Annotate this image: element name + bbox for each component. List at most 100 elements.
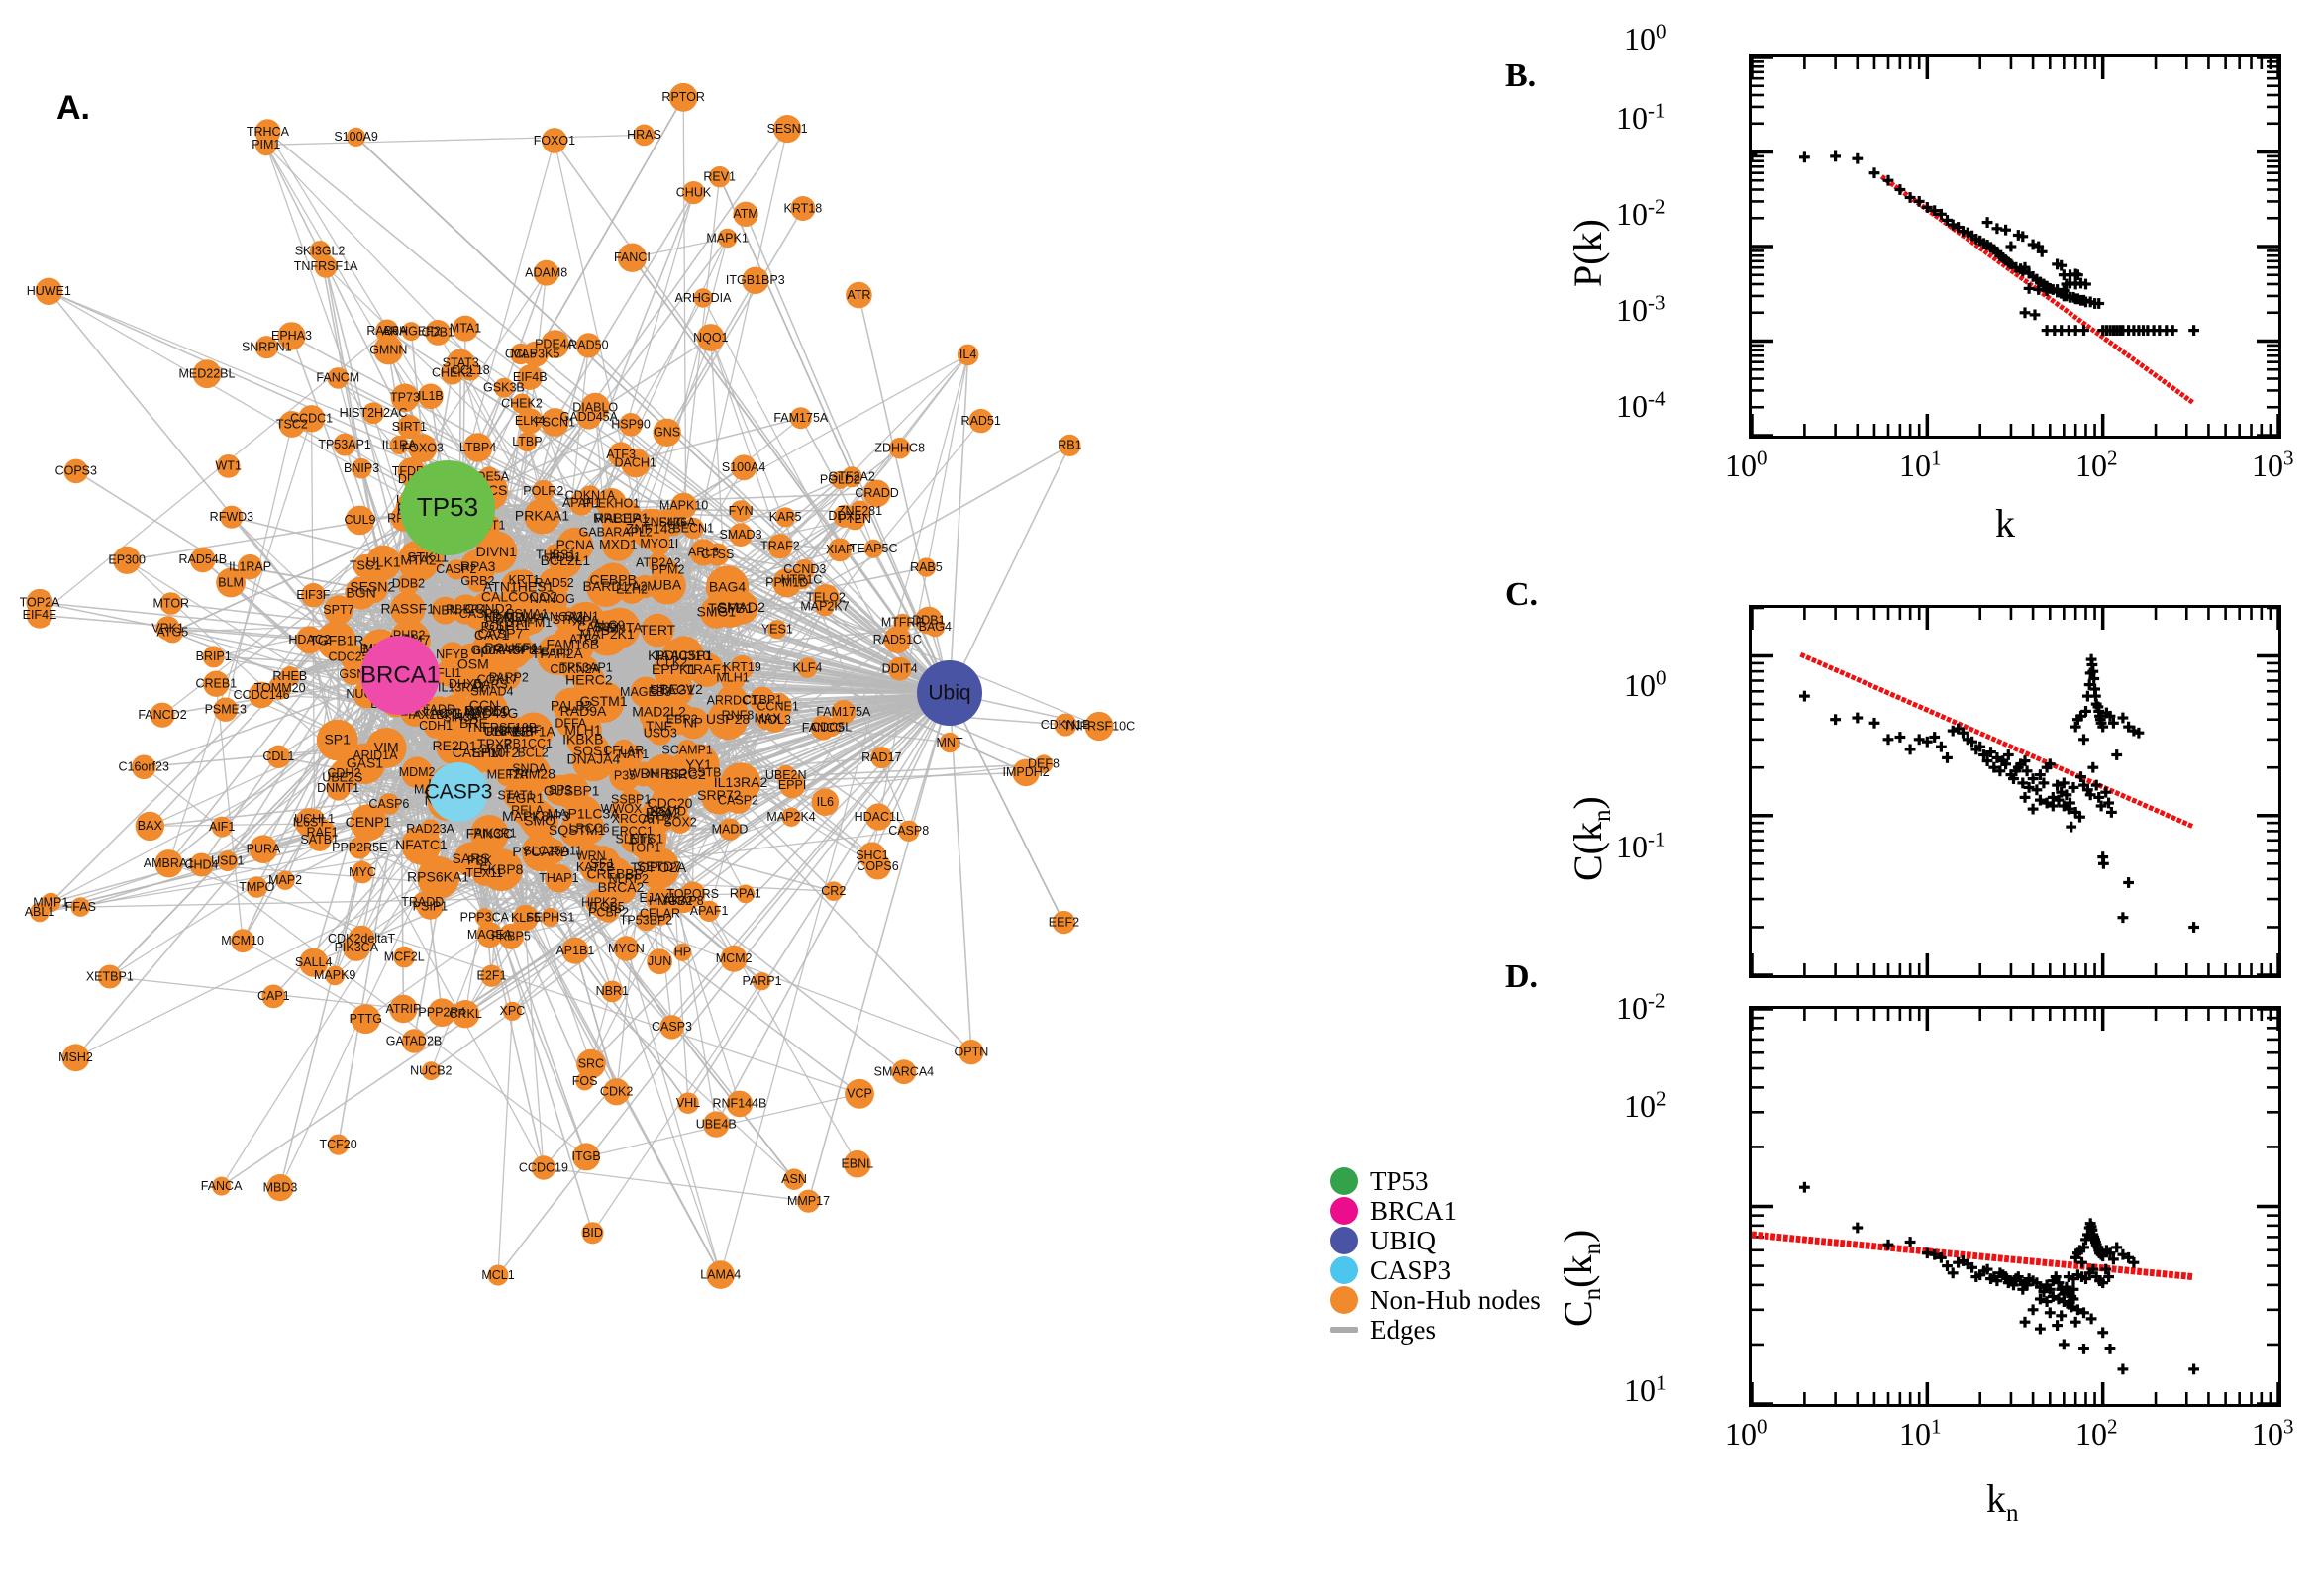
network-node[interactable] xyxy=(531,1155,556,1180)
network-node[interactable] xyxy=(418,383,444,410)
network-node[interactable] xyxy=(790,196,816,221)
network-node[interactable] xyxy=(665,703,698,736)
network-node[interactable] xyxy=(390,591,426,627)
network-node[interactable] xyxy=(604,504,632,533)
network-node[interactable] xyxy=(541,408,569,437)
network-node[interactable] xyxy=(97,964,122,989)
network-node[interactable] xyxy=(841,466,862,488)
network-node[interactable] xyxy=(580,392,610,423)
network-node[interactable] xyxy=(706,543,730,566)
network-node[interactable] xyxy=(561,937,589,964)
network-node[interactable] xyxy=(541,330,569,358)
network-node[interactable] xyxy=(351,457,372,479)
network-node[interactable] xyxy=(542,128,567,153)
network-node[interactable] xyxy=(412,892,433,912)
network-node[interactable] xyxy=(496,665,521,690)
network-node[interactable] xyxy=(794,558,816,580)
network-node[interactable] xyxy=(192,359,222,389)
network-node[interactable] xyxy=(532,479,555,503)
network-node[interactable] xyxy=(815,597,835,617)
network-node[interactable] xyxy=(397,415,422,440)
network-node[interactable] xyxy=(345,505,375,536)
network-node[interactable] xyxy=(348,836,371,859)
network-node[interactable] xyxy=(418,700,448,730)
network-node[interactable] xyxy=(720,945,748,972)
network-node[interactable] xyxy=(585,888,614,917)
network-node[interactable] xyxy=(480,964,503,987)
network-node[interactable] xyxy=(844,508,866,531)
network-node[interactable] xyxy=(476,922,503,948)
network-node[interactable] xyxy=(462,433,493,462)
network-node[interactable] xyxy=(397,572,420,595)
network-node[interactable] xyxy=(670,492,697,520)
network-node[interactable] xyxy=(718,818,742,841)
network-node[interactable] xyxy=(481,819,509,848)
network-node[interactable] xyxy=(720,762,761,803)
network-node[interactable] xyxy=(587,617,608,638)
network-node[interactable] xyxy=(1054,713,1077,737)
network-node[interactable] xyxy=(898,820,920,842)
network-node[interactable] xyxy=(375,319,399,343)
network-node[interactable] xyxy=(487,1264,509,1286)
network-node[interactable] xyxy=(862,479,891,508)
network-node[interactable] xyxy=(810,715,836,741)
network-node[interactable] xyxy=(63,458,89,484)
network-node[interactable] xyxy=(203,670,230,697)
network-node[interactable] xyxy=(327,367,350,389)
network-node[interactable] xyxy=(742,266,769,294)
network-node[interactable] xyxy=(266,745,290,768)
network-node[interactable] xyxy=(279,666,300,687)
network-node[interactable] xyxy=(545,864,573,893)
network-node[interactable] xyxy=(401,322,421,342)
network-node[interactable] xyxy=(378,793,400,815)
network-node[interactable] xyxy=(579,851,612,883)
network-node[interactable] xyxy=(717,228,738,249)
network-node[interactable] xyxy=(510,343,532,365)
network-node[interactable] xyxy=(887,656,912,681)
network-node[interactable] xyxy=(390,383,420,413)
network-node[interactable] xyxy=(389,994,418,1024)
network-node[interactable] xyxy=(736,884,756,904)
network-node[interactable] xyxy=(858,842,886,869)
network-node[interactable] xyxy=(541,908,560,927)
network-node[interactable] xyxy=(673,943,692,962)
network-node[interactable] xyxy=(326,776,351,801)
network-node[interactable] xyxy=(159,592,183,615)
network-node[interactable] xyxy=(1034,754,1054,773)
hub-node-brca1[interactable] xyxy=(360,636,440,715)
network-node[interactable] xyxy=(775,507,796,528)
network-node[interactable] xyxy=(537,634,578,675)
network-node[interactable] xyxy=(401,1029,427,1053)
network-node[interactable] xyxy=(968,408,993,434)
network-node[interactable] xyxy=(26,602,53,629)
network-node[interactable] xyxy=(677,1092,699,1114)
network-node[interactable] xyxy=(295,626,324,654)
network-node[interactable] xyxy=(846,281,872,309)
network-node[interactable] xyxy=(641,797,677,834)
network-node[interactable] xyxy=(498,923,524,949)
network-node[interactable] xyxy=(870,747,893,769)
network-node[interactable] xyxy=(781,807,801,827)
network-node[interactable] xyxy=(246,876,268,898)
network-node[interactable] xyxy=(959,1040,984,1065)
network-node[interactable] xyxy=(299,948,329,977)
network-node[interactable] xyxy=(231,929,254,953)
network-node[interactable] xyxy=(452,643,495,687)
network-node[interactable] xyxy=(449,705,473,730)
network-node[interactable] xyxy=(503,782,529,809)
network-node[interactable] xyxy=(668,82,698,112)
network-node[interactable] xyxy=(254,134,277,156)
network-node[interactable] xyxy=(706,1260,735,1289)
network-node[interactable] xyxy=(783,1168,805,1190)
network-node[interactable] xyxy=(1084,711,1114,742)
network-node[interactable] xyxy=(365,545,401,581)
network-node[interactable] xyxy=(730,500,752,522)
network-node[interactable] xyxy=(131,754,156,780)
network-node[interactable] xyxy=(756,706,780,731)
network-node[interactable] xyxy=(216,567,247,598)
network-node[interactable] xyxy=(696,324,725,351)
network-node[interactable] xyxy=(682,517,704,540)
network-node[interactable] xyxy=(135,811,164,842)
network-node[interactable] xyxy=(517,408,544,435)
network-node[interactable] xyxy=(161,621,184,644)
